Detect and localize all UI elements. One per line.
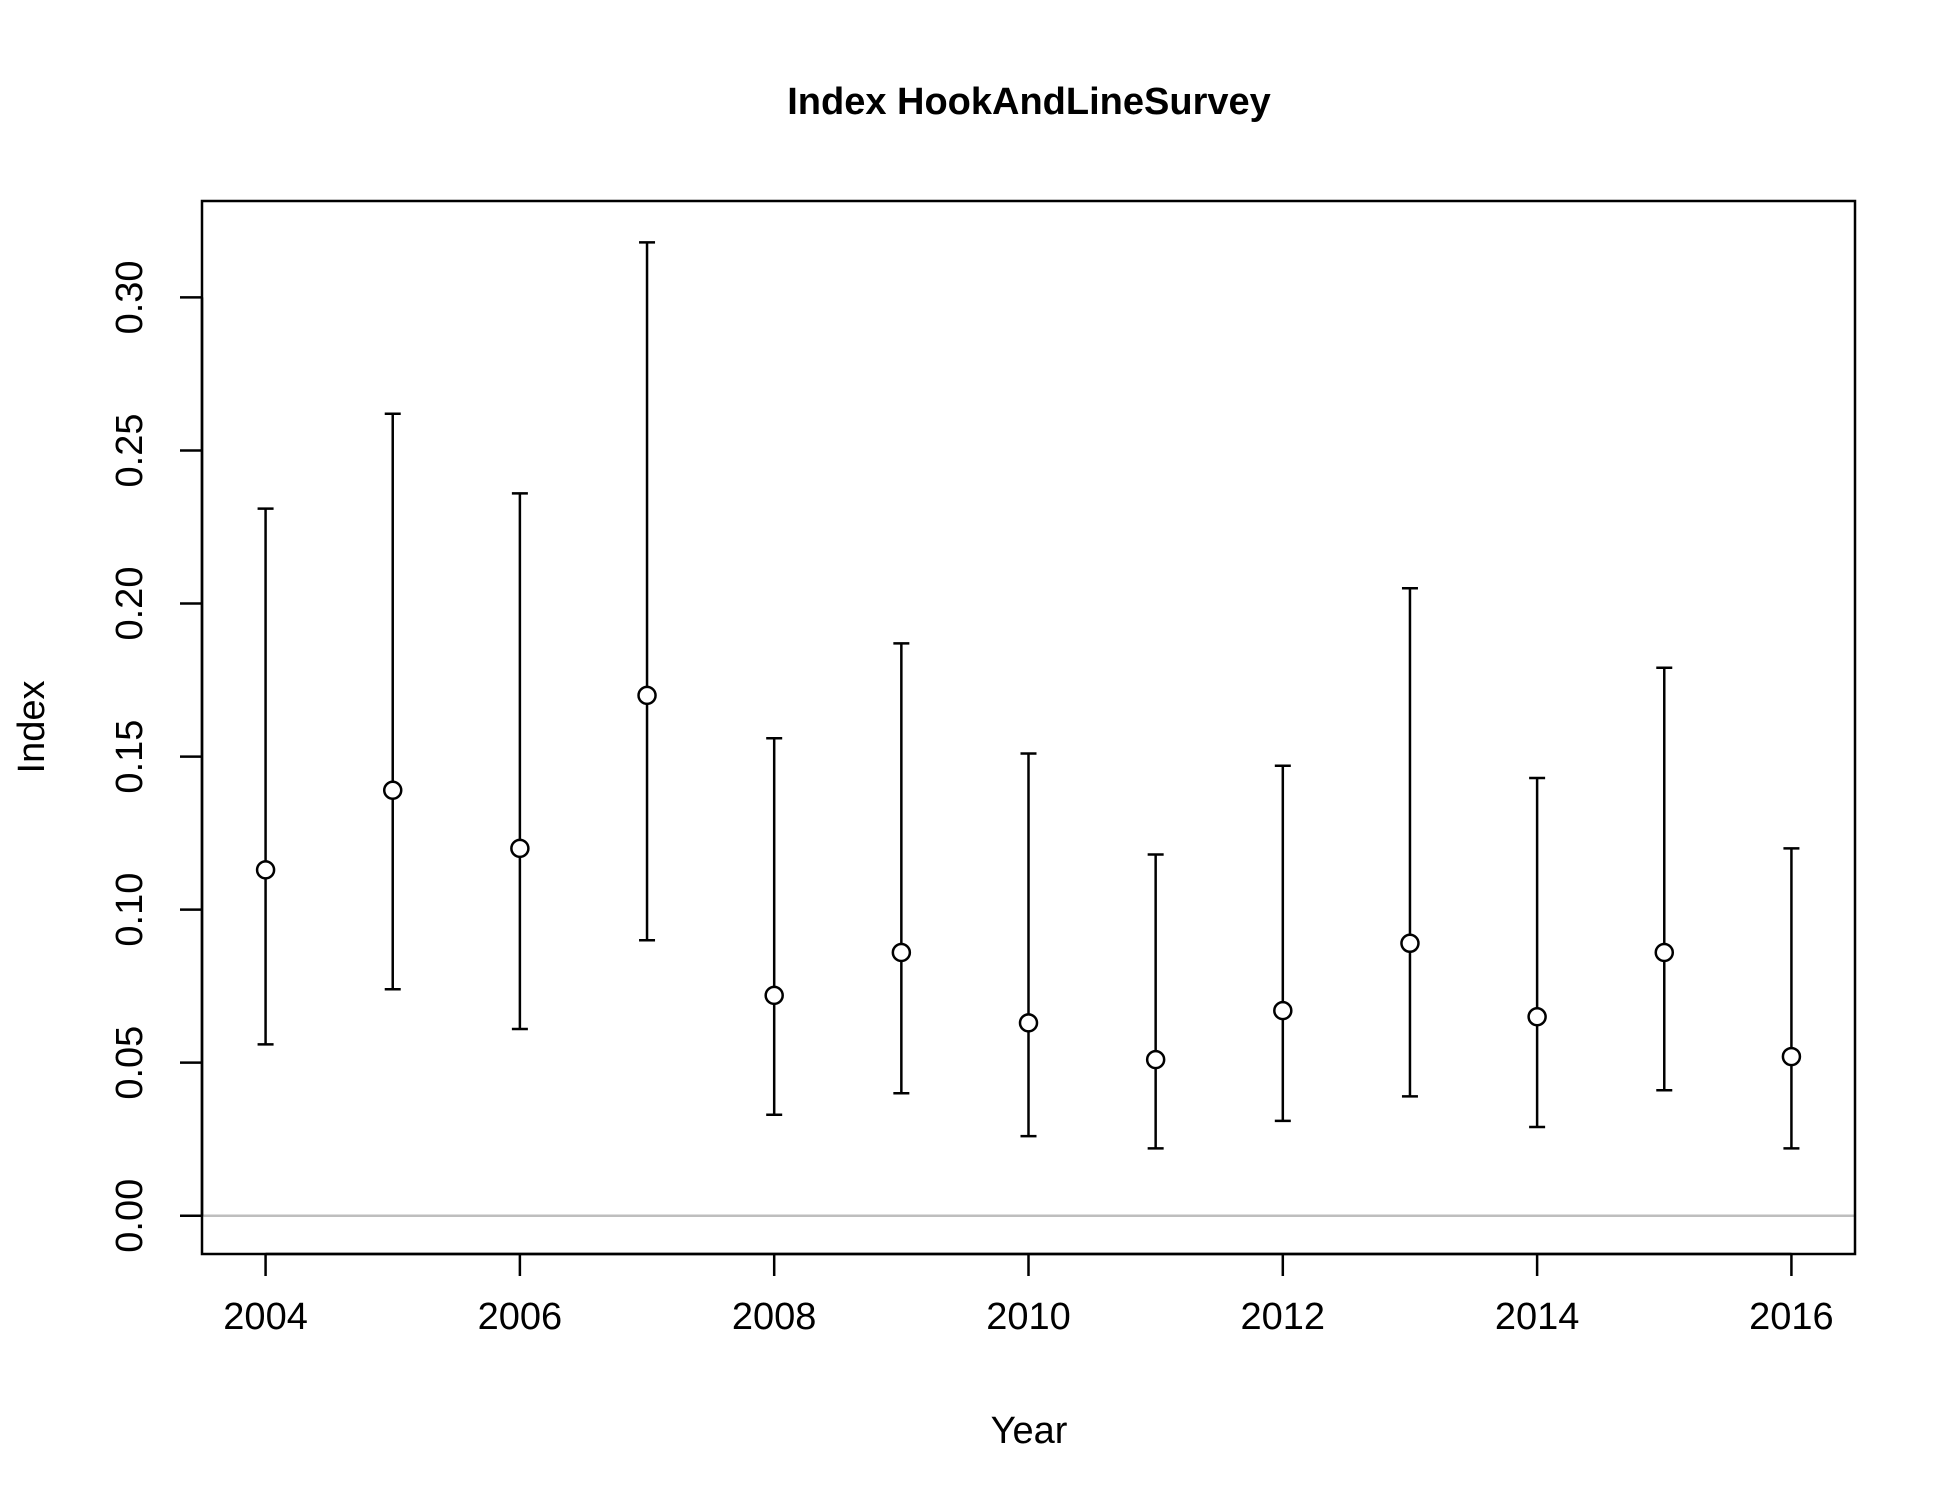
data-point-group bbox=[891, 642, 912, 1095]
data-point-group bbox=[764, 736, 784, 1116]
x-axis-label: Year bbox=[991, 1410, 1068, 1452]
y-tick-label: 0.30 bbox=[109, 260, 151, 334]
data-point bbox=[1527, 1007, 1547, 1027]
data-point bbox=[382, 780, 403, 801]
data-point-group bbox=[382, 412, 403, 991]
x-tick-label: 2010 bbox=[986, 1296, 1071, 1338]
x-axis: 2004 2006 2008 2010 2012 2014 2016 bbox=[223, 1252, 1834, 1338]
data-point bbox=[1018, 1013, 1039, 1033]
y-tick-label: 0.20 bbox=[109, 567, 151, 641]
data-point bbox=[255, 860, 276, 880]
data-point bbox=[1781, 1046, 1802, 1067]
y-tick-label: 0.25 bbox=[109, 413, 151, 487]
data-point-group bbox=[1654, 666, 1675, 1092]
y-axis-label: Index bbox=[11, 681, 53, 774]
data-point-group bbox=[510, 492, 530, 1031]
data-point-group bbox=[1018, 752, 1039, 1138]
data-point bbox=[1145, 1049, 1166, 1070]
data-point-group bbox=[1781, 847, 1802, 1150]
x-tick-label: 2008 bbox=[732, 1296, 817, 1338]
x-tick-label: 2012 bbox=[1241, 1296, 1326, 1338]
x-tick-label: 2016 bbox=[1749, 1296, 1834, 1338]
y-tick-label: 0.00 bbox=[109, 1179, 151, 1253]
data-point-group bbox=[1527, 776, 1547, 1129]
x-tick-label: 2004 bbox=[223, 1296, 308, 1338]
x-tick-label: 2006 bbox=[478, 1296, 563, 1338]
plot-area bbox=[202, 241, 1855, 1217]
data-point bbox=[1400, 933, 1420, 954]
y-axis: 0.00 0.05 0.10 0.15 0.20 0.25 0.30 bbox=[109, 260, 204, 1253]
data-point-group bbox=[1400, 586, 1420, 1098]
data-point-group bbox=[637, 241, 657, 942]
chart-title: Index HookAndLineSurvey bbox=[787, 81, 1271, 123]
data-point bbox=[510, 838, 530, 859]
data-point bbox=[1273, 1000, 1293, 1021]
data-point-group bbox=[1145, 853, 1166, 1150]
y-tick-label: 0.05 bbox=[109, 1026, 151, 1100]
data-point bbox=[764, 985, 784, 1006]
y-tick-label: 0.15 bbox=[109, 720, 151, 794]
x-tick-label: 2014 bbox=[1495, 1296, 1580, 1338]
data-point bbox=[1654, 942, 1675, 963]
data-point bbox=[891, 942, 912, 963]
data-point bbox=[637, 685, 657, 706]
y-tick-label: 0.10 bbox=[109, 873, 151, 947]
data-point-group bbox=[255, 507, 276, 1046]
data-point-group bbox=[1273, 764, 1293, 1123]
